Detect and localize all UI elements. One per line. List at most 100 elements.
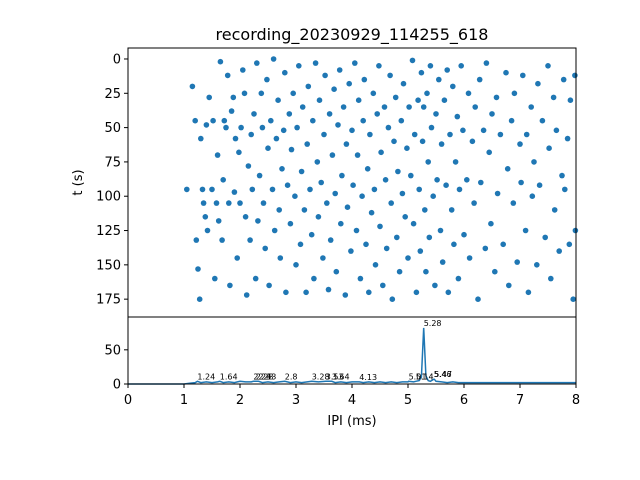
raster-point-169: [425, 159, 432, 165]
raster-point-247: [564, 135, 571, 142]
raster-point-171: [427, 63, 434, 69]
raster-y-tick-label-75: 75: [104, 155, 121, 170]
raster-point-75: [296, 63, 302, 69]
raster-point-126: [367, 131, 373, 138]
raster-y-tick-label-100: 100: [96, 190, 121, 205]
peak-label-4: 2.33: [259, 372, 277, 381]
raster-point-160: [415, 97, 421, 103]
raster-point-54: [266, 282, 272, 289]
raster-point-47: [256, 172, 263, 179]
raster-point-203: [476, 76, 483, 83]
raster-point-127: [368, 209, 375, 216]
raster-point-192: [456, 186, 463, 193]
raster-point-155: [408, 172, 414, 179]
raster-point-116: [353, 227, 360, 234]
ipi-x-tick-label-5: 5: [404, 393, 412, 408]
raster-point-46: [255, 218, 261, 224]
raster-point-194: [460, 127, 466, 134]
peak-label-3: 2.28: [256, 372, 274, 381]
raster-point-141: [388, 200, 395, 206]
peak-label-10: 5.01: [409, 372, 427, 381]
raster-point-139: [385, 124, 392, 131]
raster-point-79: [301, 207, 308, 213]
raster-point-240: [550, 94, 557, 101]
ipi-x-ticks: 0 1 2 3 4 5 6 7 8: [124, 384, 580, 408]
raster-point-177: [436, 76, 442, 83]
peak-label-7: 3.53: [326, 372, 344, 381]
raster-point-179: [438, 141, 445, 147]
raster-point-234: [536, 182, 543, 188]
raster-point-60: [275, 97, 281, 103]
raster-point-185: [447, 131, 453, 138]
ipi-y-tick-label-50: 50: [104, 343, 121, 358]
raster-point-49: [259, 124, 266, 131]
raster-point-20: [219, 237, 225, 243]
peak-label-11: 5.14: [416, 372, 434, 381]
raster-point-118: [355, 97, 362, 103]
raster-point-5: [196, 296, 203, 303]
ipi-x-tick-label-2: 2: [236, 393, 244, 408]
peak-label-14: 5.47: [434, 370, 452, 379]
raster-point-44: [252, 275, 259, 282]
chart-title: recording_20230929_114255_618: [216, 25, 489, 45]
raster-point-40: [247, 237, 253, 243]
raster-point-145: [394, 234, 400, 241]
raster-point-69: [287, 220, 294, 227]
raster-point-108: [342, 292, 349, 298]
raster-point-104: [336, 67, 343, 73]
raster-point-51: [262, 245, 269, 252]
raster-point-162: [417, 248, 424, 254]
raster-point-183: [444, 67, 451, 73]
ipi-x-tick-label-4: 4: [348, 393, 356, 408]
raster-point-189: [452, 159, 459, 165]
raster-point-222: [514, 259, 520, 265]
raster-y-tick-label-0: 0: [113, 52, 121, 67]
raster-point-246: [562, 186, 568, 193]
raster-point-4: [195, 266, 201, 272]
peak-label-9: 4.13: [359, 373, 377, 382]
raster-point-11: [204, 227, 211, 234]
raster-point-226: [522, 227, 529, 234]
raster-point-8: [200, 200, 207, 206]
raster-point-97: [326, 111, 333, 117]
raster-point-86: [311, 275, 317, 282]
raster-point-166: [422, 207, 428, 213]
ipi-x-tick-label-3: 3: [292, 393, 300, 408]
raster-point-163: [418, 69, 425, 76]
raster-point-81: [304, 141, 311, 147]
raster-point-83: [307, 186, 313, 193]
raster-point-128: [370, 90, 377, 97]
raster-point-103: [335, 122, 341, 128]
raster-point-87: [312, 60, 319, 66]
raster-point-102: [333, 268, 340, 275]
ipi-x-tick-label-0: 0: [124, 393, 132, 408]
peak-label-5: 2.8: [285, 372, 298, 381]
raster-point-7: [199, 186, 206, 193]
raster-point-36: [241, 90, 248, 97]
raster-point-13: [209, 186, 215, 193]
ipi-x-tick-label-8: 8: [572, 393, 580, 408]
raster-point-211: [492, 268, 498, 275]
peak-label-6: 3.28: [312, 372, 330, 381]
raster-point-136: [381, 104, 388, 110]
raster-point-22: [221, 117, 228, 124]
raster-point-125: [366, 289, 372, 296]
raster-point-223: [517, 141, 523, 147]
raster-point-143: [391, 138, 397, 145]
raster-point-188: [451, 241, 457, 248]
raster-point-91: [318, 179, 325, 186]
raster-point-19: [217, 58, 224, 65]
ipi-y-ticks: 0 50: [104, 343, 128, 393]
raster-point-42: [249, 186, 256, 193]
raster-point-243: [556, 248, 562, 254]
raster-point-221: [511, 90, 518, 97]
raster-point-146: [395, 168, 401, 175]
raster-point-90: [316, 97, 323, 103]
raster-point-173: [430, 193, 437, 199]
raster-point-50: [260, 200, 267, 206]
raster-point-214: [497, 131, 504, 138]
raster-point-229: [528, 104, 534, 110]
raster-point-25: [226, 200, 232, 206]
ipi-histogram-line: [128, 327, 576, 385]
